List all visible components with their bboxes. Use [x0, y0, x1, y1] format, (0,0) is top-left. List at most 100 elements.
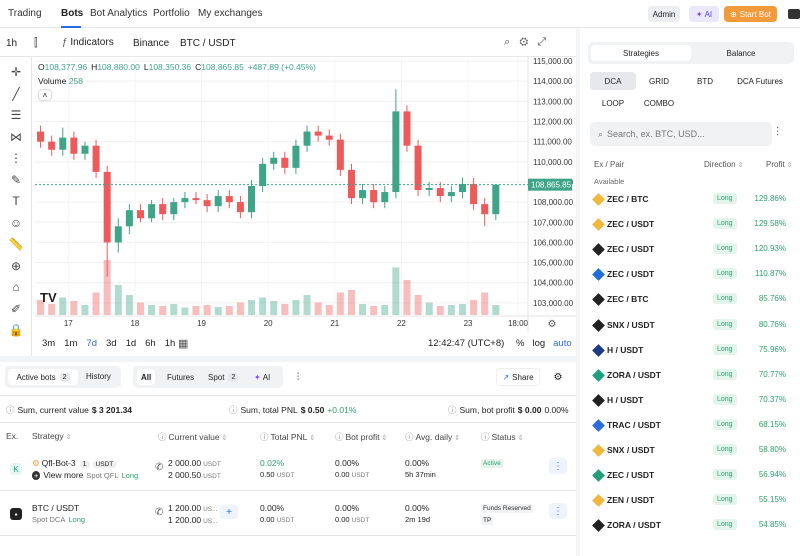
range-button[interactable]: 1m	[64, 338, 78, 349]
pair[interactable]: SNX / USDT	[607, 319, 655, 330]
tab-active[interactable]: Active bots 2	[8, 369, 78, 385]
filter[interactable]: All	[137, 369, 156, 385]
column-header[interactable]: Strategy ⇕	[32, 431, 72, 441]
strategy-type[interactable]: LOOP	[601, 98, 625, 108]
columns-button[interactable]: ⫶	[296, 371, 300, 383]
range-button[interactable]: 6h	[145, 338, 156, 349]
calendar-icon[interactable]: ▦	[178, 338, 189, 350]
list-header[interactable]: Direction ⇕	[704, 160, 743, 169]
volume-bar	[214, 307, 222, 315]
list-header[interactable]: Profit ⇕	[766, 160, 793, 169]
tab[interactable]: History	[86, 372, 111, 381]
share-button[interactable]: ↗ Share	[496, 368, 540, 386]
column-header[interactable]: ⓘ Total PNL ⇕	[260, 431, 315, 443]
row-menu[interactable]: ⋮	[549, 503, 567, 519]
pair[interactable]: H / USDT	[607, 344, 644, 355]
bot-name[interactable]: BTC / USDT	[32, 503, 83, 513]
pair[interactable]: ZORA / USDT	[607, 520, 661, 531]
y-tick-label: 107,000.00	[533, 218, 574, 227]
nav-link[interactable]: Trading	[8, 8, 42, 19]
strategy-type[interactable]: DCA	[590, 72, 636, 90]
strategy-type[interactable]: COMBO	[643, 98, 675, 108]
x-tick-label: 19	[197, 319, 206, 328]
pair[interactable]: SNX / USDT	[607, 445, 655, 455]
scale-option[interactable]: auto	[553, 338, 572, 349]
column-header[interactable]: ⓘ Avg. daily ⇕	[405, 431, 460, 443]
add-button[interactable]: +	[220, 505, 238, 519]
range-button[interactable]: 3m	[42, 338, 56, 349]
pair[interactable]: ZEC / BTC	[607, 294, 649, 305]
filter-button[interactable]: ⫶	[776, 125, 780, 139]
volume-bar	[48, 304, 56, 315]
candle-body	[458, 183, 466, 193]
column-header[interactable]: ⓘ Bot profit ⇕	[335, 431, 387, 443]
pair[interactable]: ZEC / USDT	[607, 244, 655, 255]
pair[interactable]: BTC / USDT	[180, 38, 236, 49]
sum-extra: 0.00%	[544, 405, 569, 415]
range-button[interactable]: 7d	[86, 338, 97, 349]
tab[interactable]: Balance	[726, 48, 756, 58]
interval[interactable]: 1h	[6, 38, 18, 49]
volume-bar	[159, 306, 167, 315]
pair[interactable]: ZEN / USDT	[607, 495, 655, 506]
metric: 0.02%	[260, 458, 285, 468]
menu-icon[interactable]	[788, 9, 800, 19]
range-button[interactable]: 1d	[125, 338, 137, 349]
volume-bar	[92, 292, 100, 315]
range-button[interactable]: 3d	[105, 338, 117, 349]
column-header[interactable]: ⓘ Current value ⇕	[158, 431, 227, 443]
column-header[interactable]: Ex.	[6, 431, 18, 441]
info-icon: ⓘ	[448, 405, 457, 415]
scale-option[interactable]: %	[516, 338, 525, 349]
scale-option[interactable]: log	[532, 338, 546, 349]
range-button[interactable]: 1h	[164, 338, 176, 349]
direction: Long	[713, 243, 737, 255]
list-header[interactable]: Ex / Pair	[594, 160, 624, 169]
search-placeholder: Search, ex. BTC, USD...	[607, 129, 705, 139]
candle-body	[48, 141, 56, 150]
pair[interactable]: H / USDT	[607, 394, 644, 405]
nav-link[interactable]: Bot Analytics	[90, 8, 148, 19]
exchange-icon	[592, 368, 605, 382]
search-box[interactable]: ⌕ Search, ex. BTC, USD...	[590, 122, 772, 146]
nav-link[interactable]: My exchanges	[198, 8, 263, 19]
pair[interactable]: ZEC / USDT	[607, 219, 655, 230]
pair[interactable]: ZEC / BTC	[607, 194, 649, 204]
drawing-tools[interactable]: ✛ ╱ ☰ ⋈ ⋮ ✎ T ☺ 📏 ⊕ ⌂ ✐ 🔒	[8, 65, 24, 337]
pair[interactable]: ZEC / USDT	[607, 269, 655, 280]
volume-bar	[303, 295, 311, 315]
strategy-type[interactable]: BTD	[697, 76, 713, 86]
exchange-icon	[592, 469, 605, 482]
volume-bar	[225, 306, 233, 315]
column-header[interactable]: ⓘ Status ⇕	[481, 431, 524, 443]
toolbar-icons[interactable]: ⌕ ⚙ ⤢	[504, 36, 547, 48]
bot-name[interactable]: ⚙ Qfl-Bot-3 1 USDT	[32, 458, 117, 469]
view-more[interactable]: View more	[43, 470, 84, 480]
sum-label: Sum, bot profit	[459, 405, 515, 415]
nav-link[interactable]: Portfolio	[153, 8, 190, 19]
pair[interactable]: ZORA / USDT	[607, 369, 661, 380]
start-bot-button[interactable]: ⊕ Start Bot	[724, 6, 777, 22]
settings-button[interactable]: ⚙	[553, 371, 563, 383]
candle-body	[248, 185, 256, 213]
row-menu[interactable]: ⋮	[549, 458, 567, 474]
admin-button[interactable]: Admin	[648, 6, 680, 22]
filter[interactable]: Futures	[163, 369, 198, 385]
exchange-icon	[592, 393, 605, 407]
profit: 80.76%	[758, 319, 786, 329]
filter[interactable]: ✦ AI	[250, 369, 274, 385]
collapse-button[interactable]: ˄	[38, 89, 52, 101]
nav-link[interactable]: Bots	[61, 8, 84, 19]
pair[interactable]: TRAC / USDT	[607, 419, 661, 430]
strategy-type[interactable]: GRID	[649, 76, 669, 86]
bot-dir: Long	[121, 471, 139, 480]
pair[interactable]: ZEC / USDT	[607, 470, 655, 481]
ai-button[interactable]: ✦ AI	[689, 6, 719, 22]
tab-active[interactable]: Strategies	[591, 45, 691, 61]
indicators[interactable]: ƒ Indicators	[62, 37, 114, 48]
candle-icon[interactable]: ⫿	[34, 37, 38, 49]
strategy-type[interactable]: DCA Futures	[737, 76, 783, 86]
filter[interactable]: Spot 2	[204, 369, 242, 385]
x-tick-label: 18:00	[508, 319, 529, 328]
exchange[interactable]: Binance	[133, 38, 170, 49]
